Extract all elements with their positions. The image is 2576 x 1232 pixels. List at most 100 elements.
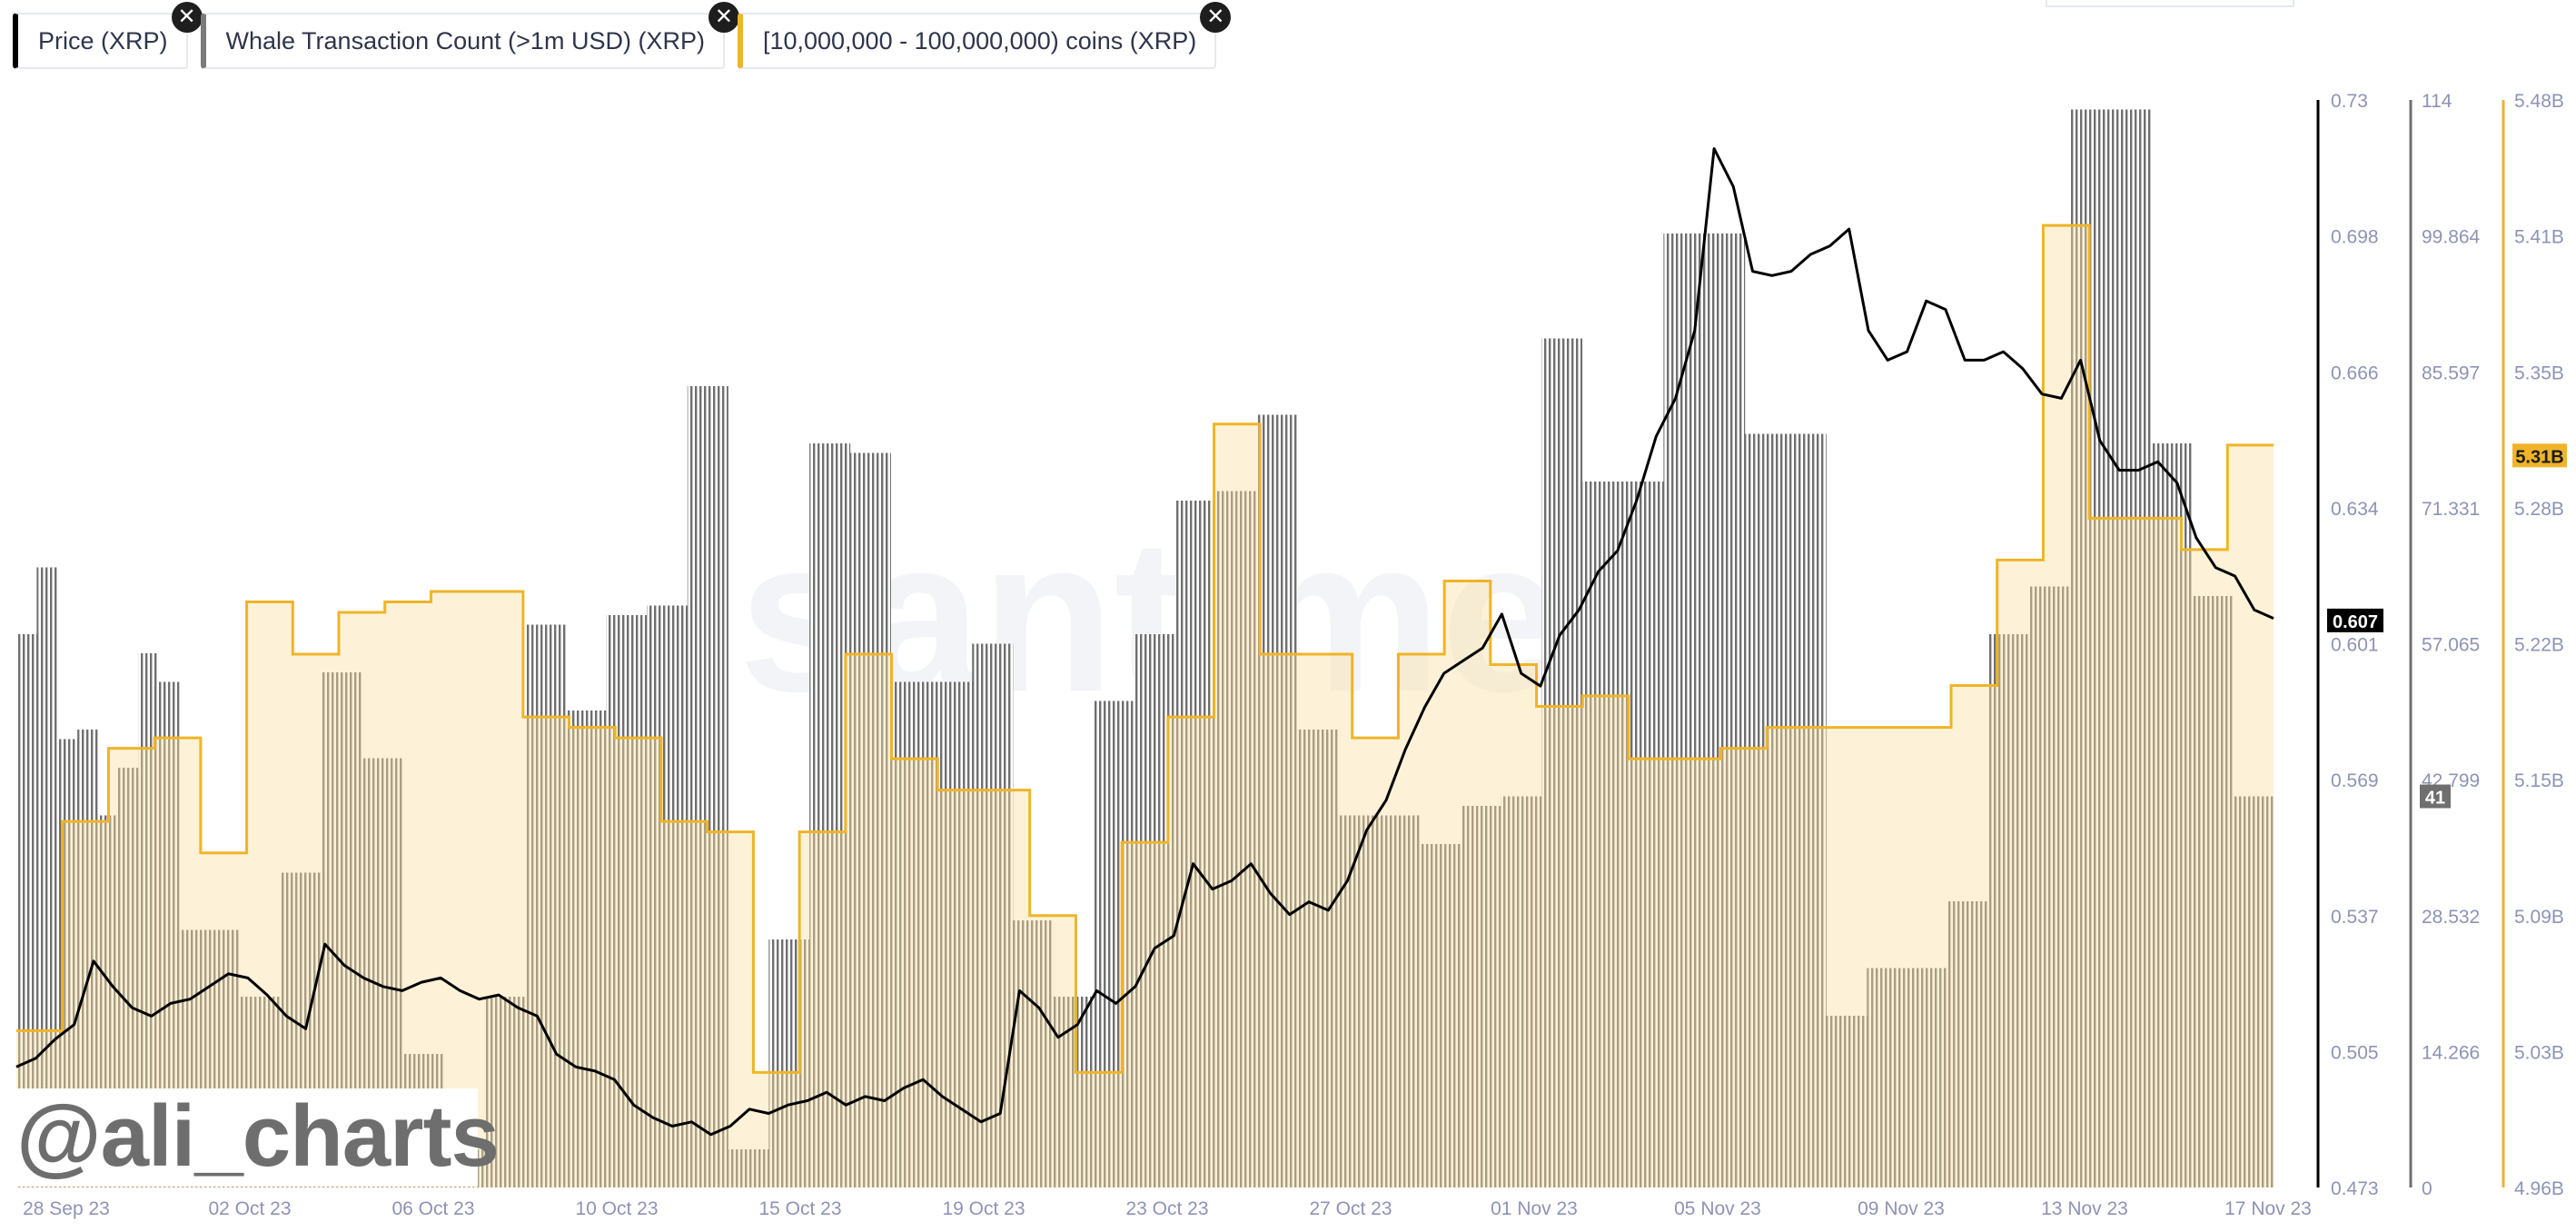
whale-bar — [2090, 109, 2112, 1187]
toolbar-fragment — [2046, 0, 2294, 7]
whale-bar — [1947, 901, 1969, 1187]
whale-bar — [16, 634, 37, 1187]
whale-bar — [1642, 482, 1664, 1187]
whale-bar — [1215, 491, 1237, 1187]
price-tick-label: 0.698 — [2331, 227, 2379, 248]
whale-bar — [1358, 815, 1380, 1187]
price-tick-label: 0.537 — [2331, 907, 2379, 928]
whale-bar — [1378, 815, 1400, 1187]
whale-tick-label: 57.065 — [2422, 635, 2480, 656]
x-tick-label: 19 Oct 23 — [942, 1198, 1025, 1219]
holders-area-fill — [16, 225, 2274, 1188]
price-tick-label: 0.569 — [2331, 770, 2379, 791]
whale-bar — [849, 452, 871, 1187]
whale-bar — [890, 681, 912, 1187]
price-tick-label: 0.473 — [2331, 1178, 2379, 1199]
whale-bar — [1724, 233, 1746, 1187]
whale-bar — [138, 653, 160, 1187]
holders-tick-label: 5.09B — [2514, 907, 2564, 928]
whale-bar — [504, 997, 525, 1187]
series-lines-group — [15, 147, 2274, 1137]
holders-tick-label: 5.03B — [2514, 1042, 2564, 1063]
whale-bar — [1521, 796, 1542, 1187]
whale-bar — [606, 615, 627, 1187]
price-tick-label: 0.505 — [2331, 1042, 2379, 1063]
handle-background — [9, 1088, 478, 1187]
legend-chip-price[interactable]: Price (XRP) ✕ — [13, 2, 203, 69]
whale-bars-group — [16, 109, 2274, 1187]
whale-bar — [931, 681, 953, 1187]
axes-group: 0.73 0.698 0.666 0.634 0.601 0.569 0.537 0.505 0… — [2316, 91, 2567, 1199]
x-tick-label: 01 Nov 23 — [1491, 1198, 1578, 1219]
whale-bar — [77, 730, 98, 1187]
price-tick-label: 0.634 — [2331, 499, 2379, 520]
price-tick-label: 0.73 — [2331, 91, 2368, 112]
legend-chip-holders[interactable]: [10,000,000 - 100,000,000) coins (XRP) ✕ — [737, 2, 1232, 69]
whale-bar — [1826, 1016, 1848, 1187]
whale-bar — [1033, 920, 1055, 1187]
whale-bar — [1480, 806, 1501, 1187]
whale-bar — [911, 681, 932, 1187]
whale-bar — [1907, 968, 1928, 1187]
x-axis-group: 28 Sep 23 02 Oct 23 06 Oct 23 10 Oct 23 15 O… — [23, 1198, 2312, 1219]
whale-bar — [1806, 433, 1827, 1187]
whale-bar — [1541, 338, 1562, 1187]
close-icon[interactable]: ✕ — [171, 2, 203, 33]
whale-tick-label: 99.864 — [2422, 227, 2481, 248]
whale-tick-label: 28.532 — [2422, 907, 2480, 928]
holders-tick-label: 5.48B — [2514, 91, 2564, 112]
whale-bar — [1053, 997, 1075, 1187]
whale-bar — [1683, 233, 1705, 1187]
whale-bar — [1927, 968, 1949, 1187]
whale-bar — [1867, 968, 1887, 1187]
whale-bar — [158, 681, 180, 1187]
whale-bar — [1012, 920, 1034, 1187]
whale-bar — [748, 1149, 769, 1187]
whale-bar — [1074, 997, 1095, 1187]
whale-bar — [585, 710, 607, 1187]
whale-bar — [708, 386, 728, 1187]
whale-bar — [117, 768, 139, 1187]
whale-bar — [381, 758, 403, 1187]
x-tick-label: 23 Oct 23 — [1125, 1198, 1208, 1219]
whale-bar — [768, 939, 790, 1187]
whale-bar — [1968, 901, 1989, 1187]
x-tick-label: 02 Oct 23 — [208, 1198, 291, 1219]
close-icon[interactable]: ✕ — [1200, 2, 1232, 33]
whale-bar — [809, 443, 830, 1187]
whale-bar — [2049, 586, 2071, 1187]
legend-chip-whale[interactable]: Whale Transaction Count (>1m USD) (XRP) … — [200, 2, 739, 69]
whale-bar — [2233, 796, 2254, 1187]
whale-bar — [2172, 443, 2193, 1187]
whale-bar — [1114, 700, 1135, 1187]
whale-bar — [2151, 443, 2173, 1187]
price-current-label: 0.607 — [2333, 612, 2378, 632]
whale-bar — [870, 452, 891, 1187]
x-tick-label: 13 Nov 23 — [2041, 1198, 2128, 1219]
price-tick-label: 0.601 — [2331, 635, 2379, 656]
whale-bar — [951, 681, 973, 1187]
close-icon[interactable]: ✕ — [708, 2, 739, 33]
whale-bar — [1297, 730, 1319, 1187]
legend-label-holders: [10,000,000 - 100,000,000) coins (XRP) — [762, 26, 1197, 55]
x-tick-label: 15 Oct 23 — [758, 1198, 841, 1219]
price-current-marker — [2327, 608, 2383, 632]
whale-bar — [2212, 596, 2234, 1187]
whale-bar — [1785, 433, 1807, 1187]
whale-bar — [626, 615, 648, 1187]
whale-bar — [1175, 501, 1196, 1187]
holders-tick-label: 5.28B — [2514, 499, 2564, 520]
holders-tick-label: 5.35B — [2514, 363, 2564, 383]
whale-bar — [1277, 414, 1298, 1187]
whale-current-label: 41 — [2425, 789, 2445, 809]
x-tick-label: 28 Sep 23 — [23, 1198, 110, 1219]
whale-bar — [1581, 482, 1603, 1187]
holders-current-label: 5.31B — [2515, 447, 2563, 467]
whale-bar — [1663, 233, 1685, 1187]
price-line — [15, 147, 2274, 1137]
whale-bar — [728, 1149, 749, 1187]
whale-bar — [1134, 634, 1155, 1187]
whale-bar — [362, 758, 383, 1187]
legend-label-whale: Whale Transaction Count (>1m USD) (XRP) — [225, 26, 705, 55]
